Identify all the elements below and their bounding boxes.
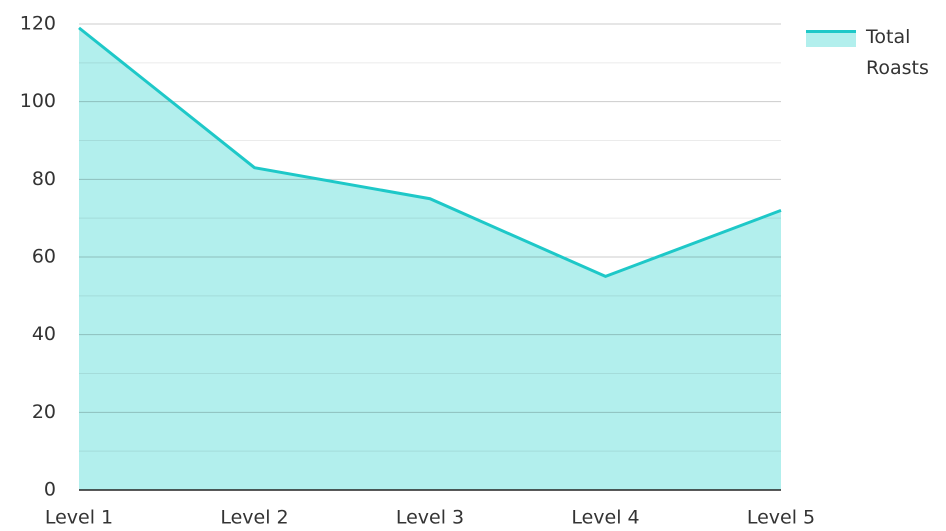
y-tick-label: 40: [32, 323, 56, 345]
legend-swatch: [806, 30, 856, 47]
line: [78, 26, 782, 279]
y-tick-label: 100: [20, 90, 56, 112]
x-tick-label: Level 4: [571, 507, 639, 529]
x-tick-label: Level 1: [45, 507, 113, 529]
x-tick-label: Level 3: [396, 507, 464, 529]
area: [79, 27, 781, 491]
legend: Total Roasts: [806, 22, 946, 84]
y-tick-label: 60: [32, 246, 56, 268]
legend-label: Total Roasts: [866, 26, 929, 79]
y-tick-label: 120: [20, 13, 56, 35]
y-tick-label: 80: [32, 168, 56, 190]
x-tick-label: Level 5: [747, 507, 815, 529]
x-tick-label: Level 2: [220, 507, 288, 529]
y-tick-label: 20: [32, 401, 56, 423]
y-tick-label: 0: [44, 479, 56, 501]
